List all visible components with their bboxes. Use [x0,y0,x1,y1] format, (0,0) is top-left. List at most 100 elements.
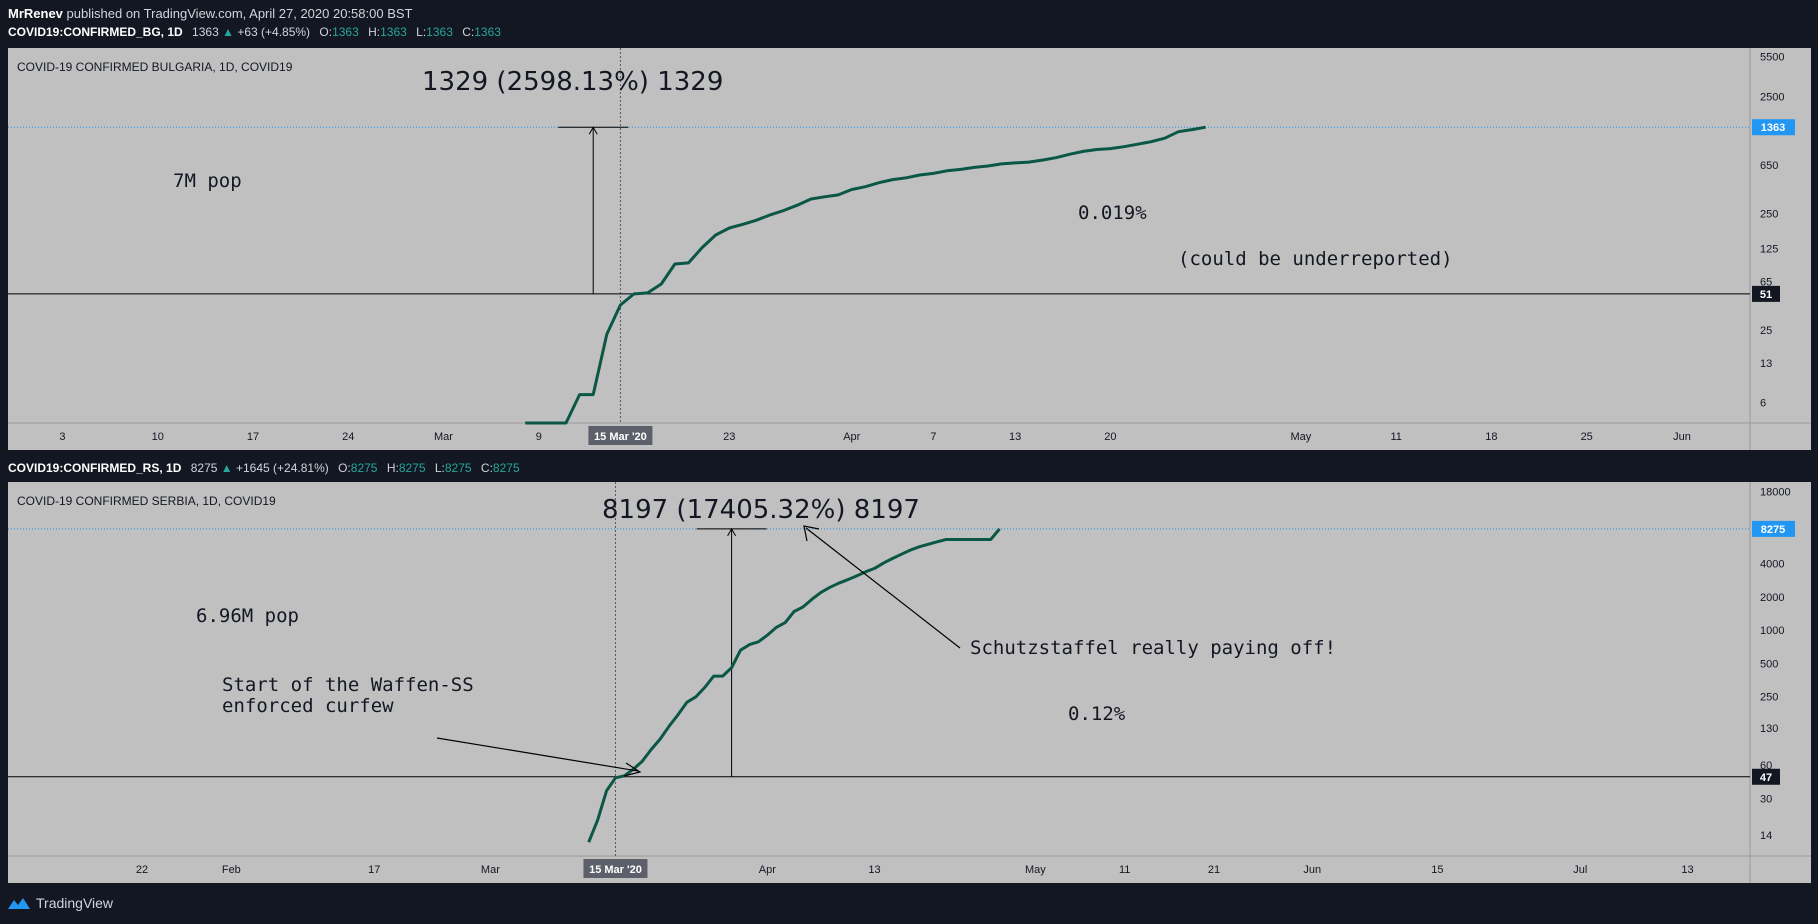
y-tick-label: 5500 [1760,51,1784,63]
x-tick-label: Mar [481,864,500,876]
close-value: 1363 [474,25,501,39]
pane-title: COVID-19 CONFIRMED BULGARIA, 1D, COVID19 [17,60,293,74]
note-paying-off: Schutzstaffel really paying off! [970,637,1336,659]
y-tick-label: 500 [1760,658,1778,670]
chart-pane-bulgaria[interactable]: 5500250013006502501256525136 3101724Mar9… [0,46,1818,452]
x-tick-label: 13 [868,864,880,876]
confirmed-line-series[interactable] [587,527,1001,843]
brand-name: TradingView [36,895,114,911]
crosshair-date-text: 15 Mar '20 [594,431,647,443]
y-tick-label: 65 [1760,277,1772,289]
low-label: L: [434,461,445,475]
y-tick-label: 14 [1760,830,1772,842]
price-range-measure[interactable] [696,527,767,777]
x-tick-label: Jun [1303,864,1321,876]
y-tick-label: 250 [1760,692,1778,704]
crosshair-date-badge: 15 Mar '20 [583,859,648,878]
curfew-arrowhead-icon [623,762,642,777]
y-tick-label: 2500 [1760,91,1784,103]
chart-pane-serbia[interactable]: 180008000400020001000500250130603014 22F… [0,480,1818,885]
x-tick-label: 11 [1390,431,1401,443]
close-label: C: [480,461,493,475]
high-label: H: [368,25,381,39]
pane-title: COVID-19 CONFIRMED SERBIA, 1D, COVID19 [17,494,276,508]
x-tick-label: Mar [434,431,453,443]
paying-off-arrowhead-icon [803,525,820,542]
high-value: 1363 [380,25,407,39]
note-population: 7M pop [173,170,242,192]
symbol-line-rs: COVID19:CONFIRMED_RS, 1D 8275 ▲ +1645 (+… [8,461,520,475]
note-population: 6.96M pop [196,605,299,627]
x-tick-label: 18 [1485,431,1497,443]
measure-label: 8197 (17405.32%) 8197 [602,495,920,525]
last-price-badge: 8275 [1752,520,1795,537]
y-tick-label: 4000 [1760,559,1784,571]
y-tick-label: 130 [1760,723,1778,735]
open-label: O: [319,25,333,39]
crosshair-date-badge: 15 Mar '20 [588,426,653,445]
high-label: H: [386,461,399,475]
y-tick-label: 125 [1760,243,1778,255]
x-tick-label: 17 [247,431,259,443]
x-tick-label: May [1291,431,1312,443]
plot-area [8,48,1750,423]
y-tick-label: 2000 [1760,592,1784,604]
open-label: O: [338,461,351,475]
level-text: 47 [1760,772,1772,784]
note-curfew-line2: enforced curfew [222,695,394,717]
author-name[interactable]: MrRenev [8,6,63,21]
x-tick-label: 13 [1681,864,1693,876]
symbol-name[interactable]: COVID19:CONFIRMED_RS, 1D [8,461,182,475]
level-badge: 51 [1752,285,1780,302]
x-tick-label: 3 [59,431,65,443]
symbol-name[interactable]: COVID19:CONFIRMED_BG, 1D [8,25,183,39]
y-tick-label: 18000 [1760,487,1791,499]
footer-brand[interactable]: TradingView [8,895,113,911]
publish-info: published on TradingView.com, April 27, … [66,6,413,21]
note-percent: 0.12% [1068,703,1126,725]
close-value: 8275 [492,461,520,475]
price-range-measure[interactable] [558,126,629,294]
paying-off-arrow[interactable] [803,525,961,649]
note-underreported: (could be underreported) [1178,248,1453,270]
last-value: 1363 [192,25,219,39]
x-tick-label: 20 [1104,431,1116,443]
x-tick-label: 7 [930,431,936,443]
note-percent: 0.019% [1078,202,1147,224]
y-tick-label: 650 [1760,160,1778,172]
x-tick-label: 9 [536,431,542,443]
up-arrow-icon: ▲ [220,461,233,475]
time-axis[interactable] [8,856,1811,883]
x-tick-label: 24 [342,431,354,443]
x-tick-label: Jul [1573,864,1587,876]
time-axis[interactable] [8,423,1811,450]
x-tick-label: 15 [1431,864,1443,876]
y-tick-label: 25 [1760,325,1772,337]
curfew-arrow[interactable] [436,737,642,777]
confirmed-line-series[interactable] [525,125,1206,425]
price-axis[interactable] [1750,482,1811,856]
x-tick-label: 23 [723,431,735,443]
x-tick-label: 11 [1119,864,1130,876]
up-arrow-icon: ▲ [222,25,234,39]
level-badge: 47 [1752,768,1780,785]
x-tick-label: 13 [1009,431,1021,443]
close-label: C: [462,25,475,39]
open-value: 8275 [350,461,378,475]
x-tick-label: Apr [759,864,776,876]
tradingview-logo-icon [8,898,30,909]
x-tick-label: Apr [843,431,860,443]
last-price-text: 1363 [1761,122,1785,134]
x-tick-label: 21 [1208,864,1220,876]
change-value: +1645 (+24.81%) [236,461,329,475]
x-tick-label: 10 [152,431,164,443]
open-value: 1363 [332,25,359,39]
crosshair-date-text: 15 Mar '20 [589,864,642,876]
y-tick-label: 6 [1760,397,1766,409]
x-tick-label: May [1025,864,1046,876]
x-tick-label: 25 [1581,431,1593,443]
low-label: L: [416,25,427,39]
y-tick-label: 30 [1760,793,1772,805]
price-axis[interactable] [1750,48,1811,423]
publish-header: MrRenev published on TradingView.com, Ap… [8,6,412,21]
